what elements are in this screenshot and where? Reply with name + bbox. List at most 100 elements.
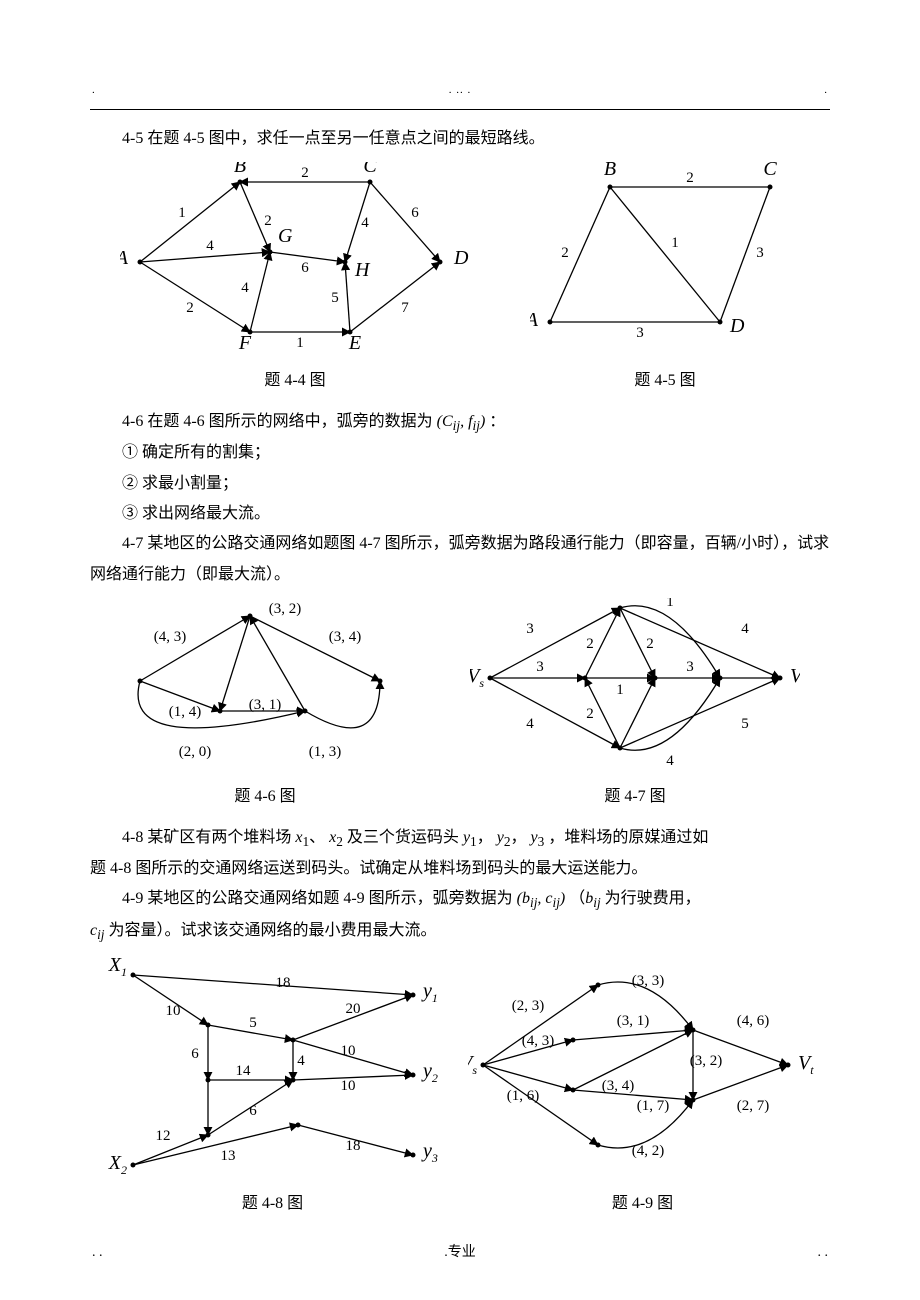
svg-text:10: 10: [165, 1003, 180, 1019]
svg-text:1: 1: [178, 205, 186, 221]
p48-c2: ，: [511, 829, 527, 846]
svg-text:X2: X2: [107, 1152, 126, 1177]
list-item-2: ② 求最小割量；: [122, 469, 830, 499]
svg-text:4: 4: [241, 280, 249, 296]
para-4-9-line2: cij 为容量）。试求该交通网络的最小费用最大流。: [90, 916, 830, 948]
header-dot-mid: . .. .: [449, 80, 472, 101]
p46-math-close: ): [480, 413, 485, 430]
svg-text:18: 18: [275, 975, 290, 991]
svg-text:(1, 7): (1, 7): [636, 1098, 669, 1114]
svg-text:(3, 4): (3, 4): [601, 1078, 634, 1094]
p48-y3: y: [531, 829, 538, 846]
svg-text:C: C: [363, 162, 377, 177]
header-dot-right: .: [824, 80, 828, 101]
svg-text:G: G: [278, 225, 293, 247]
footer-right: . .: [818, 1240, 829, 1267]
p46-math-C: (C: [437, 413, 453, 430]
para-4-7: 4-7 某地区的公路交通网络如题图 4-7 图所示，弧旁数据为路段通行能力（即容…: [90, 529, 830, 590]
p49-m1: (b: [517, 890, 530, 907]
svg-text:(4, 6): (4, 6): [736, 1013, 769, 1029]
svg-text:4: 4: [741, 621, 749, 637]
list-item-3: ③ 求出网络最大流。: [122, 499, 830, 529]
caption-4-6: 题 4-6 图: [120, 782, 410, 812]
p48-y2s: 2: [504, 834, 511, 849]
list-item-1: ① 确定所有的割集；: [122, 438, 830, 468]
svg-text:y3: y3: [421, 1140, 438, 1165]
svg-text:10: 10: [340, 1078, 355, 1094]
p48-y1s: 1: [470, 834, 477, 849]
svg-text:A: A: [120, 247, 129, 269]
footer: . . .专业 . .: [90, 1240, 830, 1267]
svg-text:(4, 3): (4, 3): [521, 1033, 554, 1049]
p49-paren: （: [569, 890, 585, 907]
svg-text:6: 6: [301, 260, 309, 276]
svg-text:3: 3: [636, 325, 644, 341]
svg-text:(4, 3): (4, 3): [154, 629, 187, 645]
svg-text:4: 4: [526, 716, 534, 732]
svg-text:(3, 3): (3, 3): [631, 973, 664, 989]
svg-text:12: 12: [155, 1128, 170, 1144]
svg-text:(3, 2): (3, 2): [269, 601, 302, 617]
svg-text:18: 18: [345, 1138, 360, 1154]
svg-text:(3, 1): (3, 1): [616, 1013, 649, 1029]
p49-m2s: ij: [553, 896, 560, 911]
para-4-8-line2: 题 4-8 图所示的交通网络运送到码头。试确定从堆料场到码头的最大运送能力。: [90, 854, 830, 884]
svg-text:6: 6: [411, 205, 419, 221]
svg-text:(3, 2): (3, 2): [689, 1053, 722, 1069]
svg-text:4: 4: [206, 238, 214, 254]
svg-text:5: 5: [331, 290, 339, 306]
svg-text:2: 2: [186, 300, 194, 316]
svg-text:14: 14: [235, 1063, 251, 1079]
page: . . .. . . 4-5 在题 4-5 图中，求任一点至另一任意点之间的最短…: [0, 0, 920, 1296]
figure-row-3: 1018520614410106121318X1X2y1y2y3 (2, 3)(…: [90, 955, 830, 1185]
svg-text:Vt: Vt: [798, 1052, 814, 1077]
svg-text:1: 1: [666, 598, 674, 610]
svg-text:2: 2: [586, 636, 594, 652]
p46-sub-ij2: ij: [473, 418, 480, 433]
svg-text:2: 2: [301, 165, 309, 181]
footer-mid: .专业: [444, 1240, 476, 1267]
svg-text:4: 4: [297, 1053, 305, 1069]
svg-text:1: 1: [296, 335, 304, 351]
figure-4-4: 142224664157ABCDEFGH: [120, 162, 470, 362]
svg-text:H: H: [354, 259, 371, 281]
para-4-8: 4-8 某矿区有两个堆料场 x1、 x2 及三个货运码头 y1， y2， y3 …: [90, 823, 830, 855]
figure-4-5: 22133ABCD: [530, 162, 800, 362]
p46-sub-ij1: ij: [453, 418, 460, 433]
header-rule: [90, 109, 830, 110]
svg-text:6: 6: [249, 1103, 257, 1119]
caption-4-7: 题 4-7 图: [470, 782, 800, 812]
caption-4-9: 题 4-9 图: [468, 1189, 818, 1219]
svg-text:y2: y2: [421, 1060, 438, 1085]
svg-text:B: B: [234, 162, 246, 177]
svg-text:F: F: [238, 332, 252, 354]
svg-text:Vt: Vt: [790, 665, 800, 690]
svg-text:4: 4: [666, 753, 674, 769]
p49-bs: ij: [593, 896, 600, 911]
p48-y2: y: [497, 829, 504, 846]
svg-text:10: 10: [340, 1043, 355, 1059]
svg-text:(3, 4): (3, 4): [329, 629, 362, 645]
caption-4-5: 题 4-5 图: [530, 366, 800, 396]
svg-text:y1: y1: [421, 980, 438, 1005]
svg-text:20: 20: [345, 1001, 360, 1017]
p48-y1: y: [463, 829, 470, 846]
footer-left: . .: [92, 1240, 103, 1267]
svg-text:3: 3: [536, 659, 544, 675]
figure-4-9: (2, 3)(4, 3)(1, 6)(3, 3)(3, 1)(3, 4)(1, …: [468, 970, 818, 1170]
svg-text:E: E: [348, 332, 361, 354]
svg-text:(2, 0): (2, 0): [179, 744, 212, 760]
p49-m3: ): [560, 890, 565, 907]
svg-text:A: A: [530, 309, 539, 331]
svg-text:1: 1: [671, 235, 679, 251]
svg-text:6: 6: [191, 1046, 199, 1062]
p48-c1: ，: [477, 829, 493, 846]
caption-row-3: 题 4-8 图 题 4-9 图: [90, 1189, 830, 1219]
p49-m2: , c: [537, 890, 552, 907]
svg-text:2: 2: [264, 213, 272, 229]
caption-4-4: 题 4-4 图: [120, 366, 470, 396]
p49-bdesc: 为行驶费用，: [605, 890, 701, 907]
p48-x2s: 2: [336, 834, 343, 849]
caption-row-2: 题 4-6 图 题 4-7 图: [90, 782, 830, 812]
p49-cdesc: 为容量）。试求该交通网络的最小费用最大流。: [109, 922, 437, 939]
